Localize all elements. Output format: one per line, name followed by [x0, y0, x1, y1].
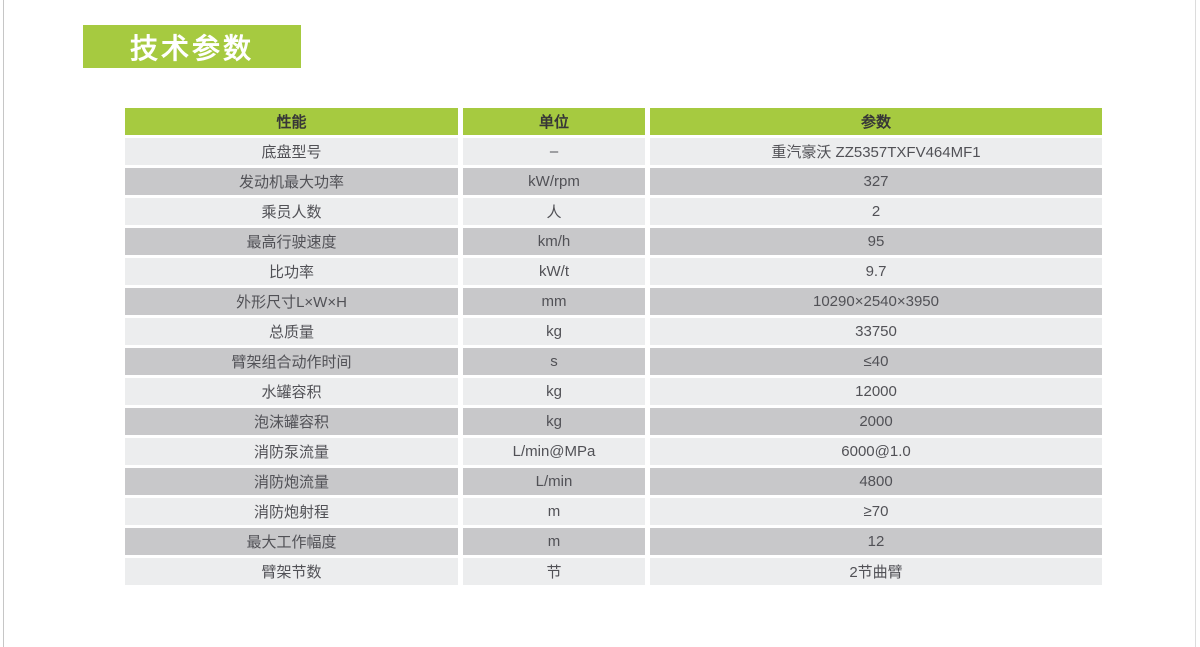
spec-value-cell: 4800: [650, 468, 1102, 495]
spec-value-cell: 95: [650, 228, 1102, 255]
spec-name-cell: 臂架节数: [125, 558, 458, 585]
spec-row: 乘员人数 人 2: [125, 198, 1102, 225]
section-title-badge: 技术参数: [83, 25, 301, 68]
spec-unit-cell: km/h: [463, 228, 645, 255]
page-edge-line-right: [1195, 0, 1196, 647]
spec-name-cell: 泡沫罐容积: [125, 408, 458, 435]
spec-row: 臂架节数 节 2节曲臂: [125, 558, 1102, 585]
spec-unit-cell: 人: [463, 198, 645, 225]
spec-row: 泡沫罐容积 kg 2000: [125, 408, 1102, 435]
spec-name-cell: 消防炮流量: [125, 468, 458, 495]
spec-value-cell: 2: [650, 198, 1102, 225]
spec-unit-cell: kW/rpm: [463, 168, 645, 195]
spec-value-cell: 12: [650, 528, 1102, 555]
spec-table: 性能 单位 参数 底盘型号 – 重汽豪沃 ZZ5357TXFV464MF1 发动…: [120, 105, 1107, 588]
spec-value-cell: ≤40: [650, 348, 1102, 375]
spec-unit-cell: m: [463, 498, 645, 525]
spec-row: 消防炮流量 L/min 4800: [125, 468, 1102, 495]
spec-value-cell: 重汽豪沃 ZZ5357TXFV464MF1: [650, 138, 1102, 165]
spec-unit-cell: s: [463, 348, 645, 375]
spec-name-cell: 消防泵流量: [125, 438, 458, 465]
header-performance: 性能: [125, 108, 458, 135]
spec-row: 最高行驶速度 km/h 95: [125, 228, 1102, 255]
spec-row: 底盘型号 – 重汽豪沃 ZZ5357TXFV464MF1: [125, 138, 1102, 165]
spec-unit-cell: L/min@MPa: [463, 438, 645, 465]
spec-name-cell: 总质量: [125, 318, 458, 345]
spec-row: 发动机最大功率 kW/rpm 327: [125, 168, 1102, 195]
spec-header-row: 性能 单位 参数: [125, 108, 1102, 135]
spec-value-cell: 33750: [650, 318, 1102, 345]
spec-unit-cell: kg: [463, 378, 645, 405]
section-title: 技术参数: [129, 32, 254, 64]
spec-name-cell: 发动机最大功率: [125, 168, 458, 195]
spec-unit-cell: kg: [463, 408, 645, 435]
spec-name-cell: 消防炮射程: [125, 498, 458, 525]
spec-unit-cell: kW/t: [463, 258, 645, 285]
spec-name-cell: 最高行驶速度: [125, 228, 458, 255]
spec-unit-cell: 节: [463, 558, 645, 585]
spec-value-cell: 327: [650, 168, 1102, 195]
spec-name-cell: 臂架组合动作时间: [125, 348, 458, 375]
spec-row: 最大工作幅度 m 12: [125, 528, 1102, 555]
spec-name-cell: 外形尺寸L×W×H: [125, 288, 458, 315]
spec-value-cell: ≥70: [650, 498, 1102, 525]
spec-value-cell: 2节曲臂: [650, 558, 1102, 585]
spec-row: 水罐容积 kg 12000: [125, 378, 1102, 405]
spec-value-cell: 10290×2540×3950: [650, 288, 1102, 315]
spec-row: 臂架组合动作时间 s ≤40: [125, 348, 1102, 375]
spec-name-cell: 比功率: [125, 258, 458, 285]
spec-value-cell: 9.7: [650, 258, 1102, 285]
spec-name-cell: 水罐容积: [125, 378, 458, 405]
spec-row: 消防泵流量 L/min@MPa 6000@1.0: [125, 438, 1102, 465]
spec-table-container: 性能 单位 参数 底盘型号 – 重汽豪沃 ZZ5357TXFV464MF1 发动…: [120, 105, 1107, 588]
spec-row: 总质量 kg 33750: [125, 318, 1102, 345]
spec-unit-cell: kg: [463, 318, 645, 345]
page-edge-line-left: [3, 0, 4, 647]
spec-unit-cell: m: [463, 528, 645, 555]
spec-unit-cell: mm: [463, 288, 645, 315]
spec-unit-cell: L/min: [463, 468, 645, 495]
spec-name-cell: 最大工作幅度: [125, 528, 458, 555]
header-parameter: 参数: [650, 108, 1102, 135]
spec-name-cell: 乘员人数: [125, 198, 458, 225]
spec-value-cell: 2000: [650, 408, 1102, 435]
spec-name-cell: 底盘型号: [125, 138, 458, 165]
spec-row: 比功率 kW/t 9.7: [125, 258, 1102, 285]
header-unit: 单位: [463, 108, 645, 135]
spec-row: 外形尺寸L×W×H mm 10290×2540×3950: [125, 288, 1102, 315]
spec-value-cell: 6000@1.0: [650, 438, 1102, 465]
spec-value-cell: 12000: [650, 378, 1102, 405]
spec-unit-cell: –: [463, 138, 645, 165]
spec-row: 消防炮射程 m ≥70: [125, 498, 1102, 525]
